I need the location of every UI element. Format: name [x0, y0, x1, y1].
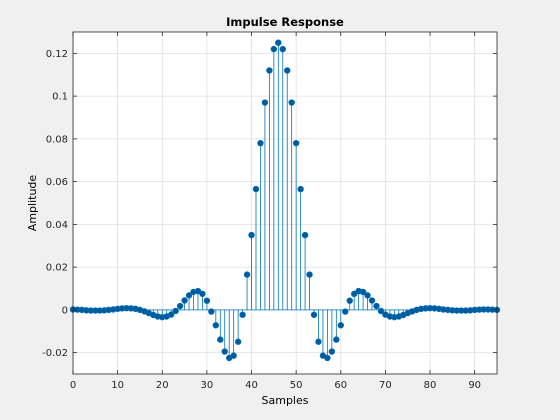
x-axis-label: Samples: [262, 394, 309, 407]
x-tick-label: 40: [245, 380, 258, 391]
stem-marker[interactable]: [288, 99, 295, 106]
stem-marker[interactable]: [239, 311, 246, 318]
stem-marker[interactable]: [315, 338, 322, 345]
stem-marker[interactable]: [185, 292, 193, 299]
stem-marker[interactable]: [230, 352, 237, 359]
x-tick-label: 20: [156, 380, 169, 391]
y-tick-label: 0.08: [46, 134, 68, 145]
x-tick-label: 60: [334, 380, 347, 391]
x-tick-label: 50: [290, 380, 303, 391]
x-tick-label: 0: [70, 380, 76, 391]
chart-title: Impulse Response: [226, 15, 344, 29]
x-tick-label: 80: [424, 380, 437, 391]
stem-marker[interactable]: [217, 336, 224, 343]
stem-marker[interactable]: [270, 45, 278, 53]
y-tick-label: 0: [62, 305, 68, 316]
stem-marker[interactable]: [377, 307, 385, 315]
axes-box: [72, 31, 498, 375]
stem-marker[interactable]: [203, 297, 211, 304]
stem-marker[interactable]: [252, 185, 260, 193]
y-tick-label: 0.12: [46, 49, 68, 60]
stem-marker[interactable]: [208, 308, 215, 315]
y-tick-label: 0.1: [52, 92, 68, 103]
stem-marker[interactable]: [248, 231, 255, 239]
stem-marker[interactable]: [176, 302, 184, 310]
axis-ticks: 0 10 20 30 40 50 60 70 80 90 -0.02 0 0.02 0.04 0.06 0.0…: [42, 32, 497, 391]
stem-marker[interactable]: [284, 67, 291, 74]
stem-marker[interactable]: [221, 348, 228, 355]
stem-marker[interactable]: [359, 288, 367, 296]
stem-marker[interactable]: [181, 297, 188, 304]
y-tick-label: 0.06: [46, 177, 68, 188]
stem-marker[interactable]: [306, 271, 313, 278]
stem-marker[interactable]: [212, 322, 220, 329]
stem-marker[interactable]: [261, 99, 269, 106]
stem-marker[interactable]: [266, 67, 273, 74]
stem-marker[interactable]: [243, 271, 251, 278]
stem-marker[interactable]: [310, 311, 318, 318]
stem-marker[interactable]: [199, 290, 206, 298]
stem-series: [69, 39, 501, 362]
y-axis-label: Amplitude: [26, 175, 39, 232]
x-tick-label: 70: [379, 380, 392, 391]
stem-marker[interactable]: [342, 308, 349, 315]
stem-marker[interactable]: [346, 297, 353, 304]
grid-lines: [72, 32, 497, 374]
stem-marker[interactable]: [368, 297, 376, 304]
y-tick-label: 0.04: [46, 220, 68, 231]
y-tick-label: 0.02: [46, 263, 68, 274]
stem-marker[interactable]: [301, 231, 309, 239]
stem-marker[interactable]: [297, 185, 304, 193]
plot-area[interactable]: [73, 32, 497, 374]
stem-marker[interactable]: [275, 39, 282, 46]
stem-marker[interactable]: [234, 338, 242, 345]
stem-marker[interactable]: [172, 307, 179, 315]
stem-marker[interactable]: [257, 139, 264, 147]
stem-marker[interactable]: [328, 348, 336, 355]
y-tick-label: -0.02: [42, 348, 68, 359]
stem-marker[interactable]: [373, 302, 380, 310]
stem-marker[interactable]: [333, 336, 340, 343]
stem-marker[interactable]: [279, 45, 286, 53]
stem-marker[interactable]: [167, 311, 175, 318]
x-tick-label: 30: [201, 380, 214, 391]
stem-marker[interactable]: [292, 139, 300, 147]
x-tick-label: 10: [111, 380, 124, 391]
stem-marker[interactable]: [364, 292, 371, 299]
stem-marker[interactable]: [324, 354, 331, 362]
x-tick-label: 90: [468, 380, 481, 391]
stem-marker[interactable]: [337, 322, 344, 329]
